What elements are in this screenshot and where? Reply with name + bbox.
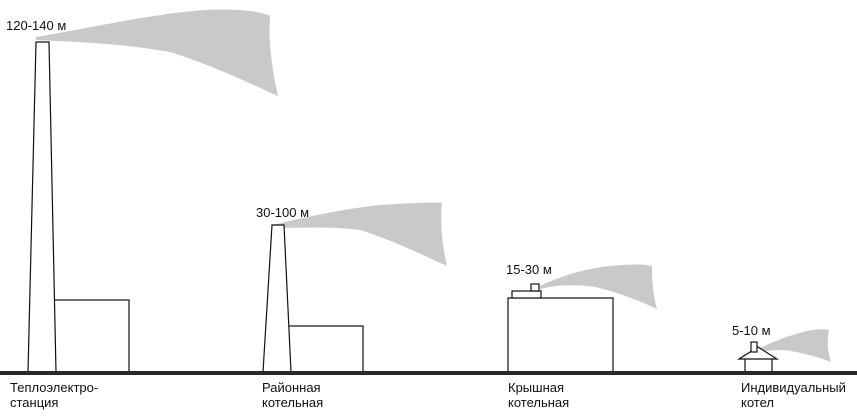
- chp-smoke-plume: [36, 9, 278, 97]
- chp-chimney: [27, 41, 57, 373]
- district-caption: Районная котельная: [262, 380, 323, 410]
- chp-caption: Теплоэлектро- станция: [10, 380, 98, 410]
- roof-height-label: 15-30 м: [506, 262, 552, 277]
- roof-boiler-unit: [511, 290, 542, 299]
- chp-caption-line2: станция: [10, 395, 59, 410]
- district-building: [287, 325, 364, 373]
- district-height-label: 30-100 м: [256, 205, 310, 220]
- chp-height-label: 120-140 м: [6, 18, 67, 33]
- individual-caption-line1: Индивидуальный: [741, 380, 846, 395]
- individual-height-label: 5-10 м: [732, 323, 771, 338]
- district-smoke-plume: [272, 202, 447, 266]
- chp-caption-line1: Теплоэлектро-: [10, 380, 99, 395]
- chp-building: [53, 299, 130, 373]
- district-caption-line1: Районная: [262, 380, 321, 395]
- district-chimney: [262, 224, 292, 373]
- roof-caption-line1: Крышная: [508, 380, 565, 395]
- house-chimney: [750, 341, 758, 353]
- roof-smoke-plume: [540, 264, 657, 309]
- individual-smoke-plume: [756, 329, 831, 362]
- house-roof: [736, 346, 780, 360]
- individual-caption-line2: котел: [741, 395, 774, 410]
- roof-caption: Крышная котельная: [508, 380, 569, 410]
- roof-caption-line2: котельная: [508, 395, 570, 410]
- roof-building: [507, 297, 614, 373]
- district-caption-line2: котельная: [262, 395, 324, 410]
- roof-chimney: [530, 283, 540, 292]
- individual-caption: Индивидуальный котел: [741, 380, 857, 410]
